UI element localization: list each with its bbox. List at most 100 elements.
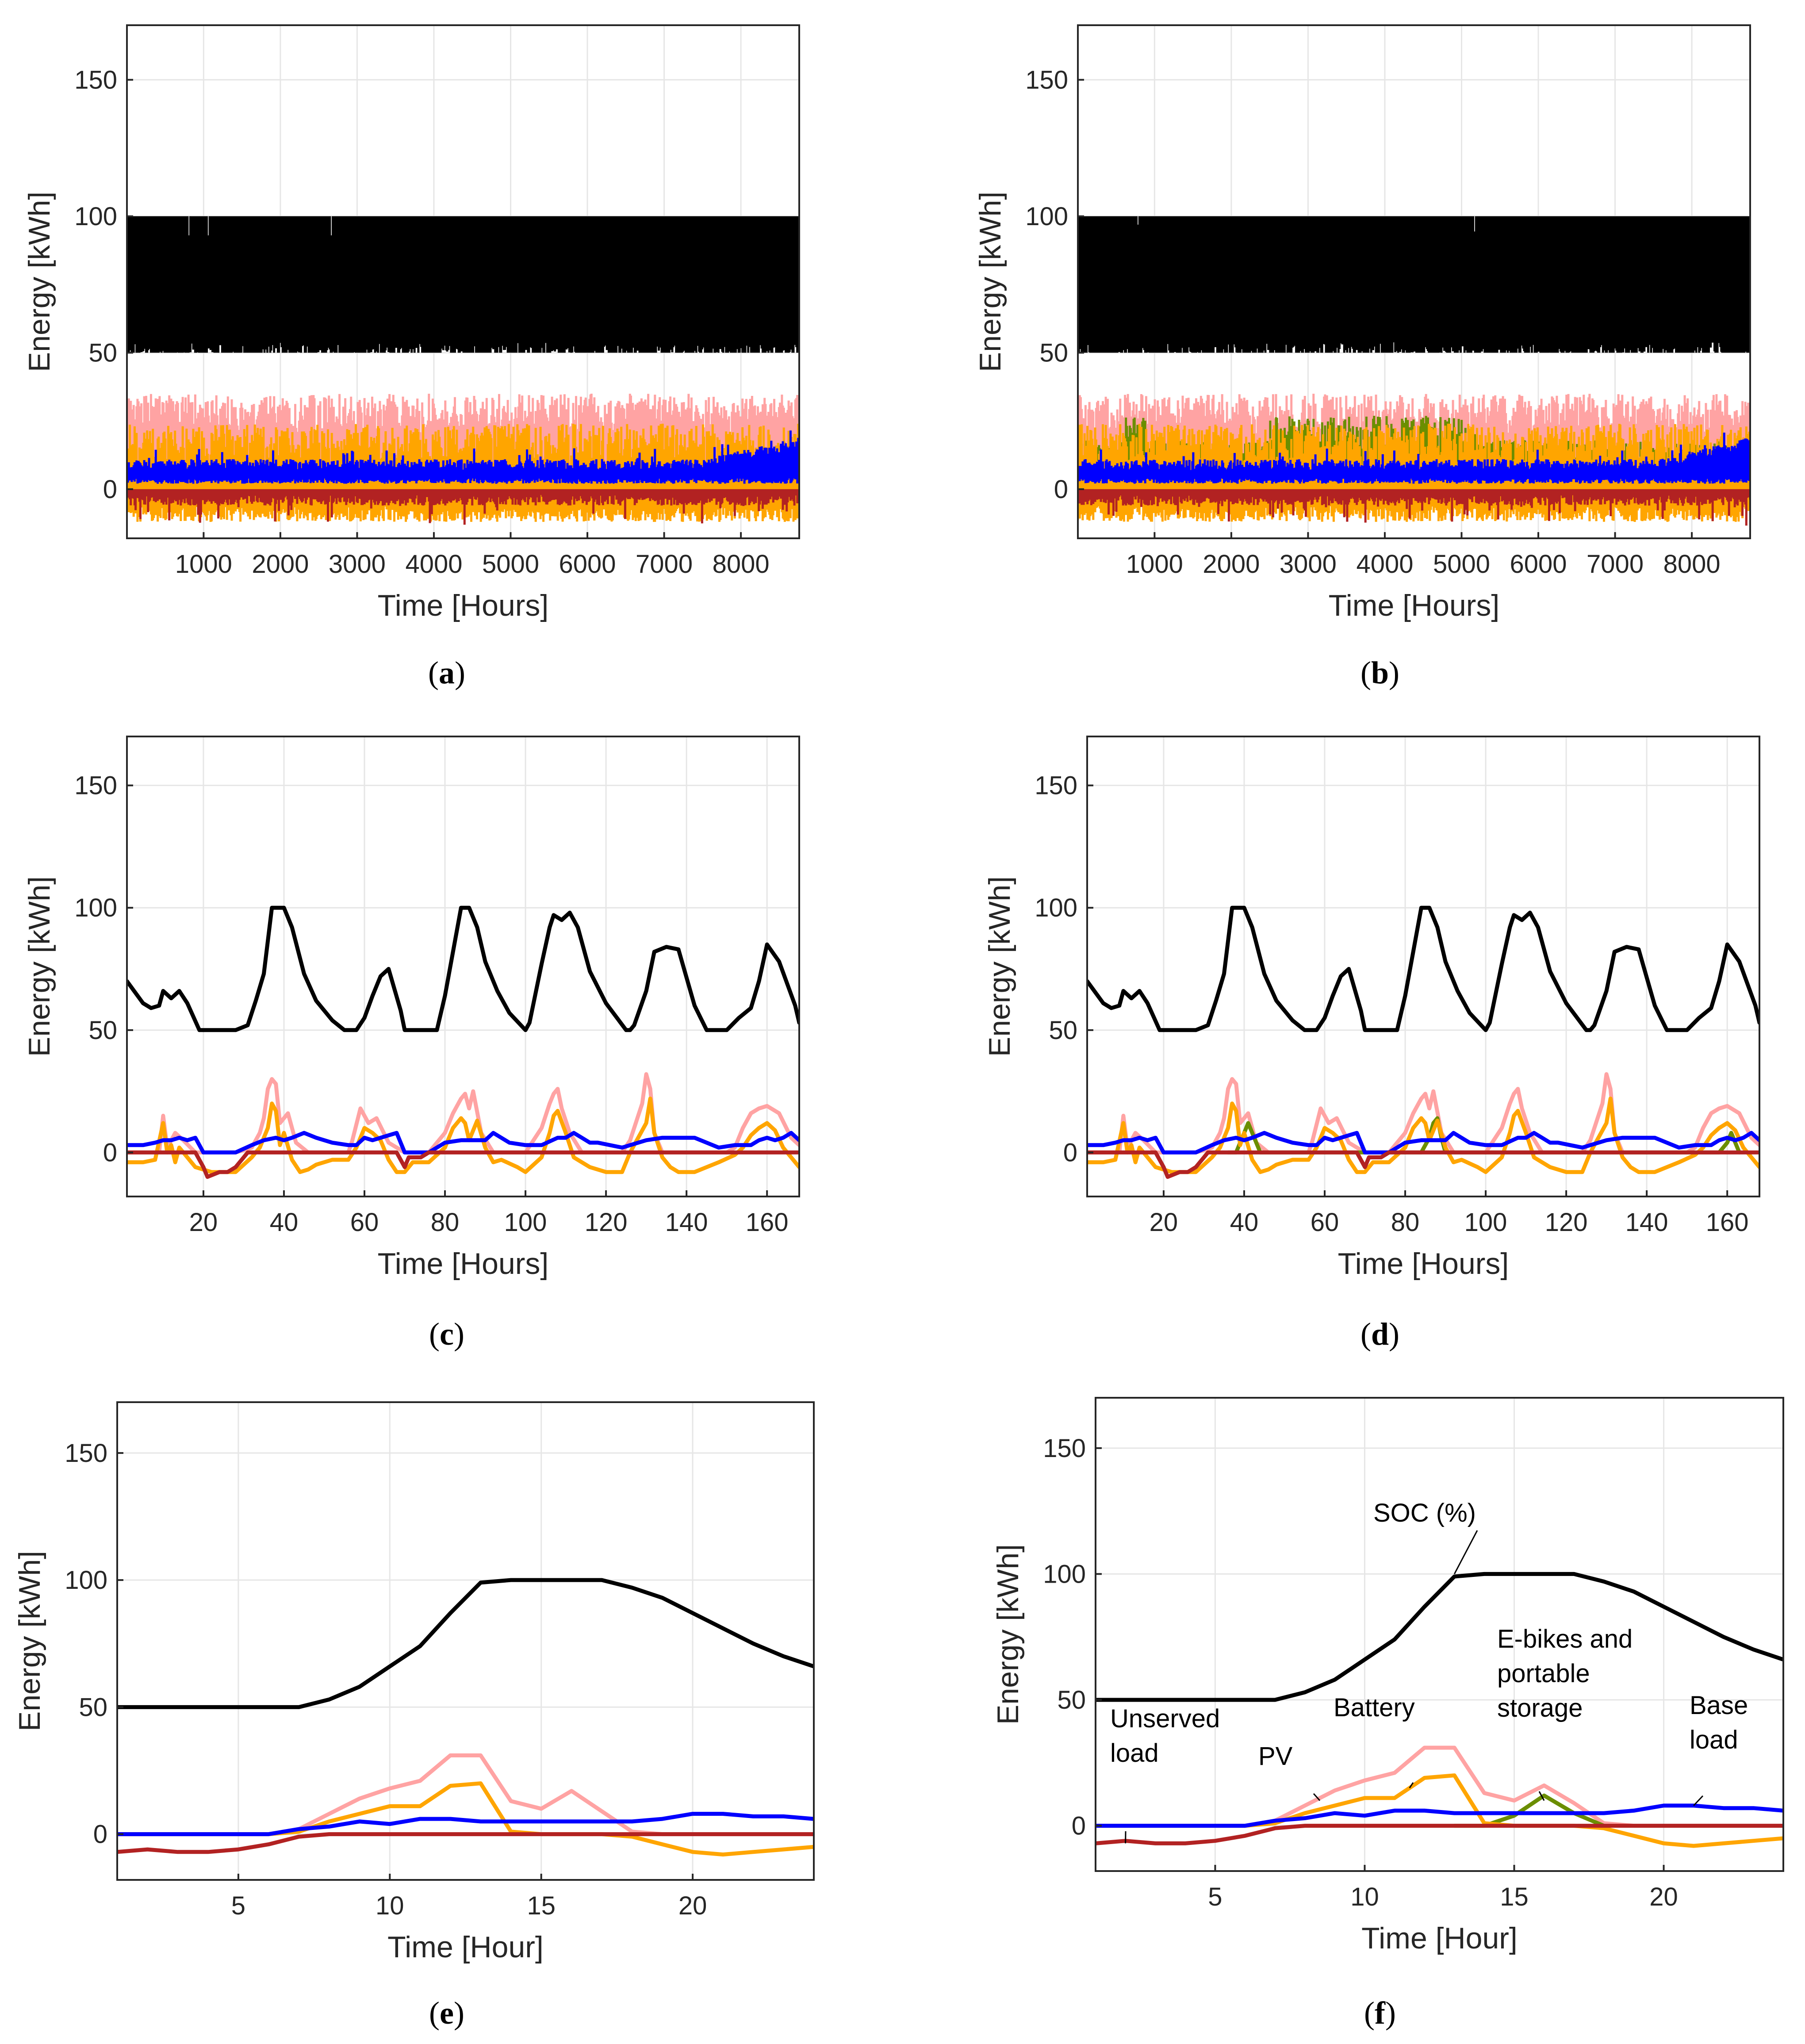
panel-caption: (e) [429, 1995, 464, 2031]
x-tick-label: 80 [1391, 1208, 1420, 1237]
annotation-leader [1453, 1530, 1478, 1575]
axes-box [1077, 24, 1751, 539]
y-axis-label: Energy [kWh] [973, 192, 1007, 372]
x-tick-label: 1000 [175, 550, 232, 579]
series-band-unserved-load [1078, 489, 1750, 526]
y-tick-label: 100 [1025, 202, 1068, 231]
annotation-label: E-bikes and portable storage [1497, 1625, 1633, 1722]
axes-box [116, 1401, 815, 1881]
y-axis-label: Energy [kWh] [13, 1551, 46, 1731]
x-tick-label: 80 [431, 1208, 460, 1237]
annotation-leader [1313, 1793, 1321, 1801]
y-tick-label: 0 [93, 1820, 107, 1849]
plot-area [1096, 1572, 1783, 1848]
y-tick-label: 50 [1057, 1686, 1086, 1714]
panel-caption: (c) [429, 1316, 464, 1352]
series-band-base-load [1078, 433, 1750, 484]
y-axis-label: Energy [kWh] [23, 876, 56, 1057]
series-line-base-load [117, 1812, 814, 1837]
y-axis-label: Energy [kWh] [983, 876, 1016, 1057]
series-band-core [127, 235, 799, 337]
axes-box [1086, 736, 1760, 1197]
annotation-leader [1409, 1782, 1414, 1789]
chart-panel-f: 5 10 15 20 0 50 100 150 Time [Hour] Energy [kWh] (… [991, 1397, 1784, 2031]
x-tick-label: 160 [746, 1208, 789, 1237]
y-tick-label: 0 [1063, 1138, 1077, 1167]
chart-panel-a: 1000 2000 3000 4000 5000 6000 7000 8000 0 50 100 15… [23, 24, 800, 690]
x-tick-label: 15 [1500, 1883, 1529, 1911]
plot-area [117, 1578, 814, 1857]
x-tick-label: 5 [1208, 1883, 1222, 1911]
x-tick-label: 10 [1350, 1883, 1379, 1911]
series-band-core [1078, 235, 1750, 337]
y-tick-label: 100 [1043, 1560, 1086, 1588]
x-tick-label: 4000 [405, 550, 462, 579]
annotation-label: PV [1258, 1742, 1293, 1771]
panel-caption: (b) [1360, 655, 1399, 690]
chart-panel-d: 20 40 60 80 100 120 140 160 0 50 100 150 Time [Hours… [983, 736, 1760, 1352]
x-tick-label: 100 [1464, 1208, 1507, 1237]
x-tick-label: 5000 [1433, 550, 1490, 579]
plot-area [1087, 905, 1759, 1179]
x-tick-label: 140 [1625, 1208, 1668, 1237]
chart-panel-e: 5 10 15 20 0 50 100 150 Time [Hour] Energy [kWh] (… [13, 1401, 815, 2031]
x-tick-label: 120 [585, 1208, 628, 1237]
y-tick-label: 50 [88, 338, 117, 367]
x-tick-label: 20 [1150, 1208, 1178, 1237]
panel-caption: (a) [428, 655, 465, 690]
y-axis-label: Energy [kWh] [991, 1544, 1025, 1725]
x-axis-label: Time [Hours] [378, 1247, 549, 1281]
x-axis-label: Time [Hours] [378, 589, 549, 622]
axes-box [1095, 1397, 1784, 1872]
annotation-leader [1538, 1791, 1545, 1801]
chart-panel-c: 20 40 60 80 100 120 140 160 0 50 100 150 Time [Hours… [23, 736, 800, 1352]
x-tick-label: 2000 [252, 550, 309, 579]
annotation-label: Unserved load [1110, 1704, 1220, 1768]
y-tick-label: 150 [1035, 771, 1077, 800]
x-tick-label: 8000 [1663, 550, 1721, 579]
y-tick-label: 0 [103, 475, 117, 504]
series-line-soc- [127, 905, 799, 1032]
y-tick-label: 150 [65, 1439, 107, 1468]
x-tick-label: 40 [1230, 1208, 1259, 1237]
series-line-unserved-load [127, 1150, 799, 1179]
x-tick-label: 20 [189, 1208, 218, 1237]
series-line-unserved-load [1087, 1150, 1759, 1179]
x-tick-label: 3000 [1280, 550, 1337, 579]
x-tick-label: 120 [1545, 1208, 1588, 1237]
series-line-base-load [127, 1131, 799, 1154]
x-tick-label: 10 [376, 1891, 404, 1920]
axes-box [126, 736, 800, 1197]
panel-caption: (f) [1364, 1995, 1396, 2031]
x-tick-label: 140 [665, 1208, 708, 1237]
y-tick-label: 50 [88, 1016, 117, 1045]
series-line-unserved-load [1096, 1824, 1783, 1845]
x-tick-label: 7000 [636, 550, 693, 579]
series-line-soc- [117, 1578, 814, 1709]
x-tick-label: 100 [504, 1208, 547, 1237]
series-line-soc- [1096, 1572, 1783, 1702]
series-line-battery [127, 1097, 799, 1174]
x-tick-label: 40 [270, 1208, 299, 1237]
y-tick-label: 150 [1043, 1434, 1086, 1463]
x-tick-label: 5000 [482, 550, 539, 579]
annotation-label: SOC (%) [1373, 1499, 1476, 1527]
x-tick-label: 1000 [1126, 550, 1183, 579]
x-tick-label: 60 [1311, 1208, 1339, 1237]
x-tick-label: 8000 [713, 550, 770, 579]
plot-area [1078, 216, 1750, 526]
x-tick-label: 15 [527, 1891, 556, 1920]
y-tick-label: 150 [1025, 65, 1068, 94]
plot-area [127, 216, 799, 525]
y-tick-label: 100 [1035, 894, 1077, 922]
panels: 1000 2000 3000 4000 5000 6000 7000 800005010015… [13, 24, 1784, 2031]
plot-area [127, 905, 799, 1179]
y-tick-label: 0 [103, 1138, 117, 1167]
series-line-unserved-load [117, 1832, 814, 1854]
y-tick-label: 100 [74, 202, 117, 231]
x-tick-label: 2000 [1203, 550, 1260, 579]
x-tick-label: 20 [678, 1891, 707, 1920]
series-line-base-load [1096, 1803, 1783, 1828]
x-axis-label: Time [Hours] [1338, 1247, 1509, 1281]
